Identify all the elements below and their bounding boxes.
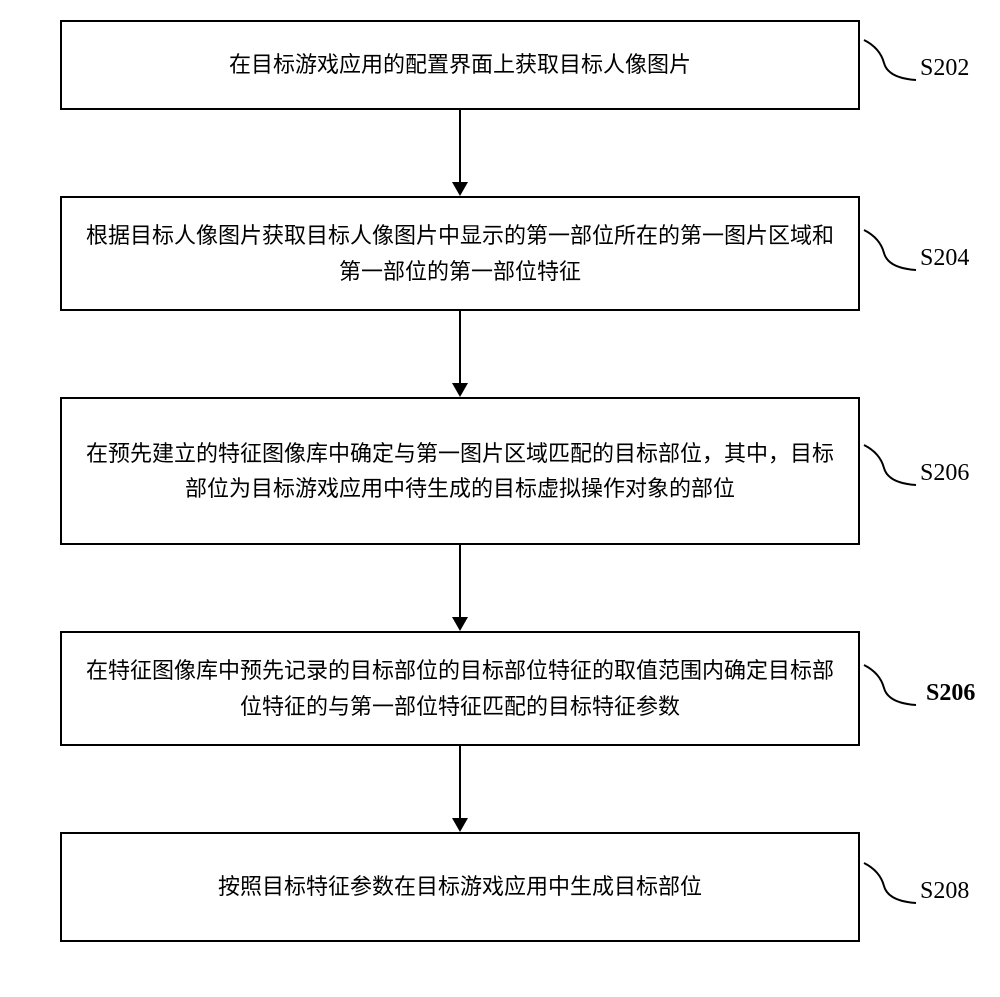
step-label-s202: S202 [920,55,969,82]
flow-step-text: 在目标游戏应用的配置界面上获取目标人像图片 [229,47,691,82]
brace-s204 [862,228,918,278]
step-label-s206: S206 [920,460,969,487]
flow-step-text: 在特征图像库中预先记录的目标部位的目标部位特征的取值范围内确定目标部位特征的与第… [82,653,838,723]
brace-s202 [862,38,918,88]
step-label-s206b: S206 [926,680,975,707]
flow-step-text: 根据目标人像图片获取目标人像图片中显示的第一部位所在的第一图片区域和第一部位的第… [82,218,838,288]
flow-step-s204: 根据目标人像图片获取目标人像图片中显示的第一部位所在的第一图片区域和第一部位的第… [60,196,860,311]
brace-s206b [862,663,918,713]
connector-4 [452,746,468,832]
flowchart-container: 在目标游戏应用的配置界面上获取目标人像图片 S202 根据目标人像图片获取目标人… [0,0,1000,997]
flow-step-s202: 在目标游戏应用的配置界面上获取目标人像图片 [60,20,860,110]
flow-step-s208: 按照目标特征参数在目标游戏应用中生成目标部位 [60,832,860,942]
connector-1 [452,110,468,196]
flow-step-s206: 在预先建立的特征图像库中确定与第一图片区域匹配的目标部位，其中，目标部位为目标游… [60,397,860,545]
flow-step-text: 按照目标特征参数在目标游戏应用中生成目标部位 [218,869,702,904]
connector-3 [452,545,468,631]
step-label-s208: S208 [920,878,969,905]
brace-s206 [862,443,918,493]
step-label-s204: S204 [920,245,969,272]
brace-s208 [862,861,918,911]
flow-step-text: 在预先建立的特征图像库中确定与第一图片区域匹配的目标部位，其中，目标部位为目标游… [82,436,838,506]
connector-2 [452,311,468,397]
flow-step-s206b: 在特征图像库中预先记录的目标部位的目标部位特征的取值范围内确定目标部位特征的与第… [60,631,860,746]
